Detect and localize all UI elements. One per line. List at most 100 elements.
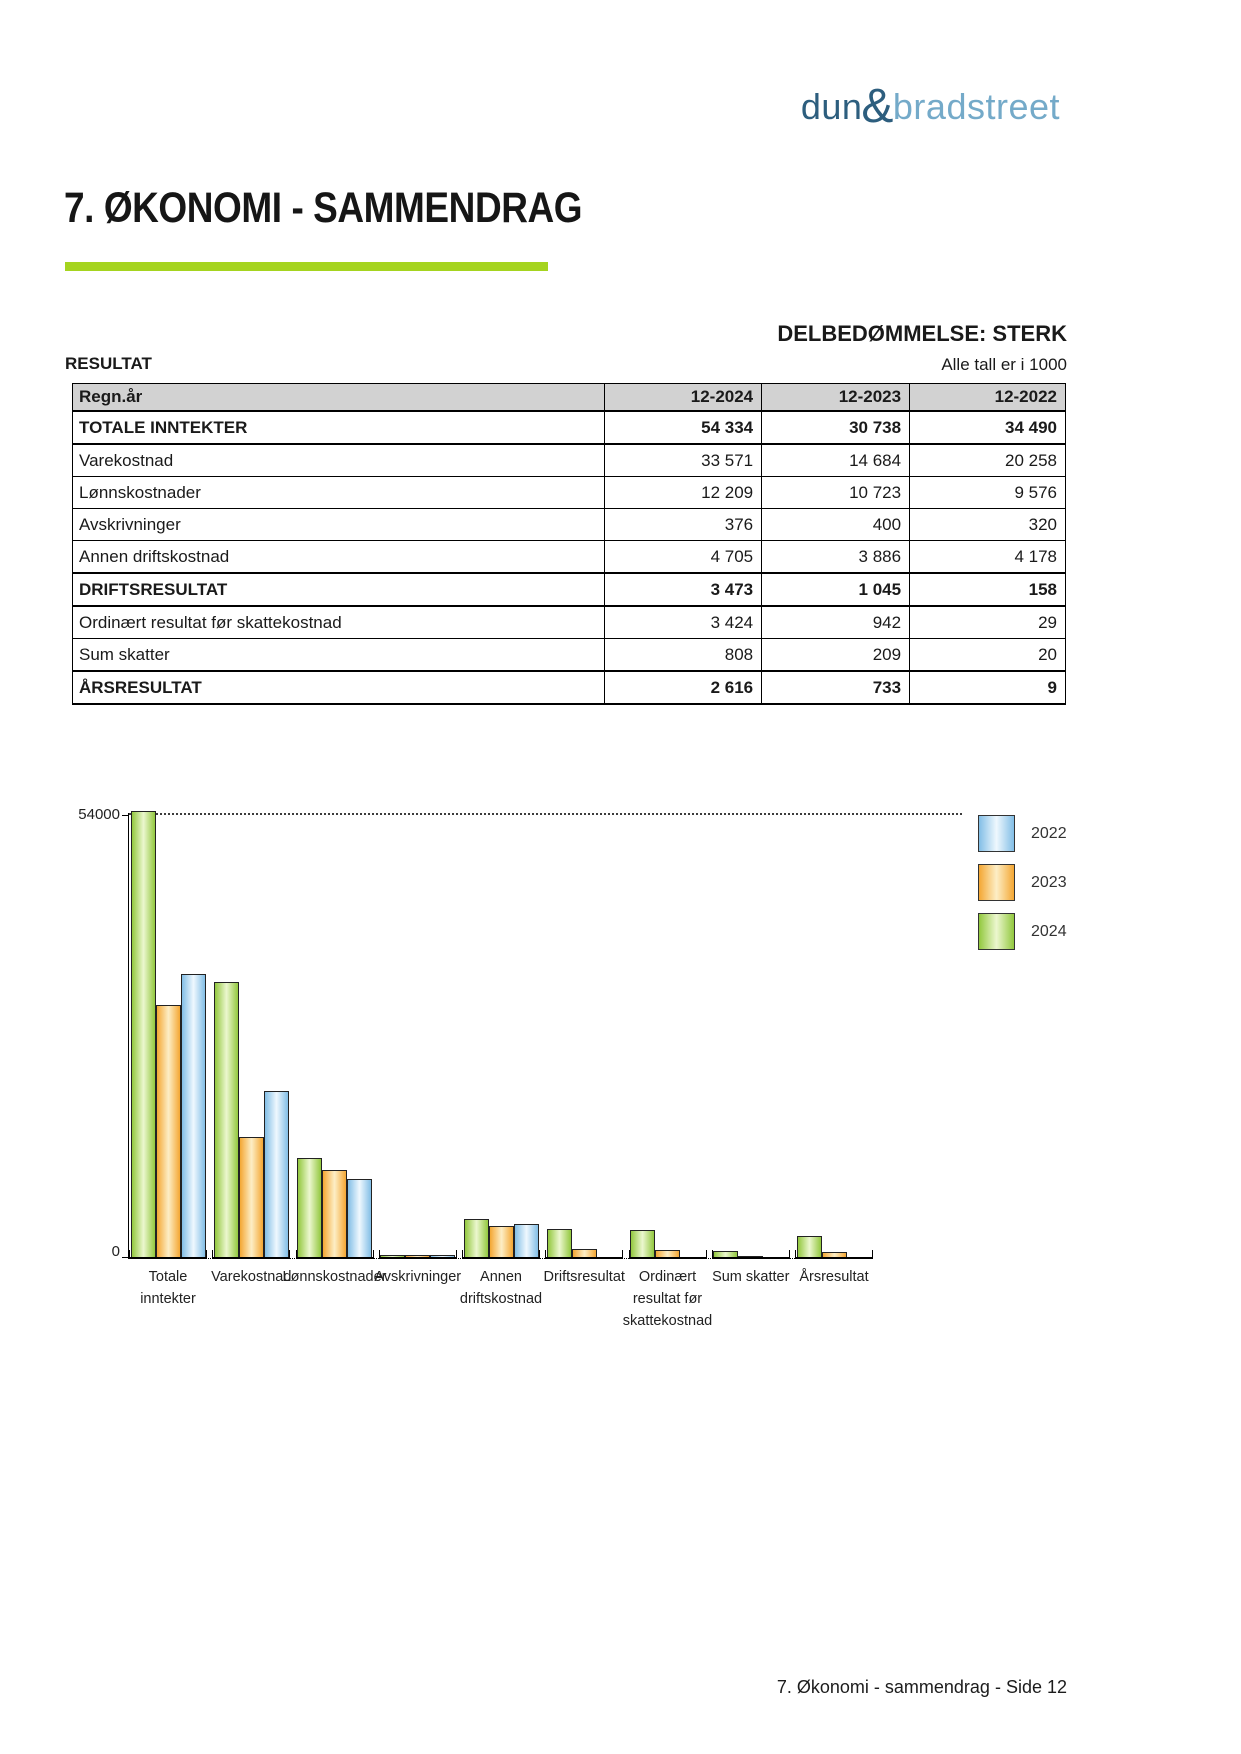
bar-2024 <box>130 811 156 1258</box>
row-label: Varekostnad <box>71 443 606 477</box>
y-axis-max-label: 54000 <box>78 806 120 823</box>
bar-2023 <box>738 1256 764 1258</box>
row-value: 9 <box>909 670 1066 705</box>
row-label: Ordinært resultat før skattekostnad <box>71 605 606 639</box>
bar-2023 <box>238 1137 264 1258</box>
group-axis-tick <box>539 1250 540 1259</box>
table-row: Avskrivninger 376 400 320 <box>71 508 1066 541</box>
row-label: DRIFTSRESULTAT <box>71 572 606 607</box>
row-value: 33 571 <box>604 443 763 477</box>
table-row: Varekostnad 33 571 14 684 20 258 <box>71 443 1066 477</box>
category-label: Driftsresultat <box>543 1269 625 1285</box>
group-axis-tick <box>378 1250 380 1259</box>
table-row: Lønnskostnader 12 209 10 723 9 576 <box>71 476 1066 509</box>
category-label: Varekostnad <box>211 1269 292 1285</box>
row-value: 2 616 <box>604 670 763 705</box>
legend-swatch-2024 <box>978 913 1015 950</box>
group-axis-tick <box>206 1250 207 1259</box>
units-note: Alle tall er i 1000 <box>941 355 1067 374</box>
row-value: 20 <box>909 638 1066 672</box>
bar-group: Avskrivninger <box>374 814 461 1285</box>
header-regn-ar: Regn.år <box>71 383 606 412</box>
row-label: ÅRSRESULTAT <box>71 670 606 705</box>
row-value: 376 <box>604 508 763 541</box>
row-label: Avskrivninger <box>71 508 606 541</box>
page-title: 7. ØKONOMI - SAMMENDRAG <box>64 184 583 232</box>
bar-group: Annen driftskostnad <box>460 814 542 1307</box>
table-row: TOTALE INNTEKTER 54 334 30 738 34 490 <box>71 410 1066 445</box>
bar-group: Lønnskostnader <box>283 814 386 1285</box>
group-axis-tick <box>705 1250 707 1259</box>
table-row: DRIFTSRESULTAT 3 473 1 045 158 <box>71 572 1066 607</box>
category-label: Lønnskostnader <box>282 1269 387 1285</box>
row-value: 4 178 <box>909 540 1066 574</box>
bar-2022 <box>180 974 206 1258</box>
bar-group: Sum skatter <box>711 814 790 1285</box>
row-value: 3 886 <box>761 540 911 574</box>
row-value: 3 424 <box>604 605 763 639</box>
row-label: Lønnskostnader <box>71 476 606 509</box>
section-label: RESULTAT <box>65 354 152 373</box>
group-axis-tick <box>455 1250 457 1259</box>
bar-group: Driftsresultat <box>544 814 625 1285</box>
y-axis-zero-tick <box>122 1257 129 1258</box>
bar-group: Ordinært resultat før skattekostnad <box>623 814 712 1329</box>
row-value: 209 <box>761 638 911 672</box>
legend-label: 2022 <box>1031 824 1067 842</box>
group-axis-tick <box>295 1250 297 1259</box>
bar-2022 <box>430 1255 456 1258</box>
title-accent-rule <box>65 262 548 271</box>
bar-2023 <box>488 1226 514 1258</box>
table-row: ÅRSRESULTAT 2 616 733 9 <box>71 670 1066 705</box>
category-label: Sum skatter <box>712 1269 790 1285</box>
row-label: Annen driftskostnad <box>71 540 606 574</box>
group-axis-tick <box>872 1250 873 1259</box>
bar-2023 <box>655 1250 680 1258</box>
category-label: Ordinært resultat før skattekostnad <box>622 1269 713 1329</box>
row-value: 54 334 <box>604 410 763 445</box>
category-label: Avskrivninger <box>374 1269 462 1285</box>
chart-legend: 2022 2023 2024 <box>978 815 1067 962</box>
bar-2023 <box>571 1249 597 1258</box>
bar-2023 <box>405 1255 431 1258</box>
group-axis-tick <box>289 1250 291 1259</box>
bar-2023 <box>155 1005 181 1258</box>
y-axis-line <box>128 813 129 1259</box>
chart-plot: Totale inntekter Varekostnad Lønnskostnade… <box>129 811 873 1329</box>
logo-text-dun: dun <box>800 86 863 127</box>
legend-item-2024: 2024 <box>978 913 1067 950</box>
y-axis-max-tick <box>122 815 129 816</box>
bar-2024 <box>297 1158 322 1258</box>
group-axis-tick <box>129 1250 130 1259</box>
row-value: 10 723 <box>761 476 911 509</box>
ampersand-icon: & <box>861 80 894 133</box>
bar-2022 <box>680 1257 705 1258</box>
group-axis-tick <box>795 1250 796 1259</box>
row-value: 9 576 <box>909 476 1066 509</box>
bar-group: Årsresultat <box>795 814 873 1285</box>
row-value: 12 209 <box>604 476 763 509</box>
legend-item-2023: 2023 <box>978 864 1067 901</box>
group-axis-tick <box>545 1250 547 1259</box>
bar-2022 <box>596 1257 622 1258</box>
bar-2023 <box>322 1170 347 1258</box>
row-value: 20 258 <box>909 443 1066 477</box>
bar-2022 <box>263 1091 289 1258</box>
table-header-row: Regn.år 12-2024 12-2023 12-2022 <box>71 383 1066 412</box>
group-axis-tick <box>462 1250 463 1259</box>
header-12-2023: 12-2023 <box>761 383 911 412</box>
max-reference-dotted-line <box>129 813 962 815</box>
group-axis-tick <box>622 1250 624 1259</box>
table-row: Annen driftskostnad 4 705 3 886 4 178 <box>71 540 1066 574</box>
group-axis-tick <box>212 1250 214 1259</box>
bar-group: Totale inntekter <box>129 811 207 1307</box>
bar-2023 <box>821 1252 847 1258</box>
results-table: Regn.år 12-2024 12-2023 12-2022 TOTALE I… <box>71 383 1066 705</box>
bar-2024 <box>713 1251 739 1258</box>
row-label: TOTALE INNTEKTER <box>71 410 606 445</box>
page-footer: 7. Økonomi - sammendrag - Side 12 <box>776 1677 1067 1697</box>
legend-swatch-2022 <box>978 815 1015 852</box>
category-label: Annen driftskostnad <box>459 1269 543 1307</box>
logo-text-bradstreet: bradstreet <box>892 86 1060 127</box>
bar-2024 <box>463 1219 489 1258</box>
